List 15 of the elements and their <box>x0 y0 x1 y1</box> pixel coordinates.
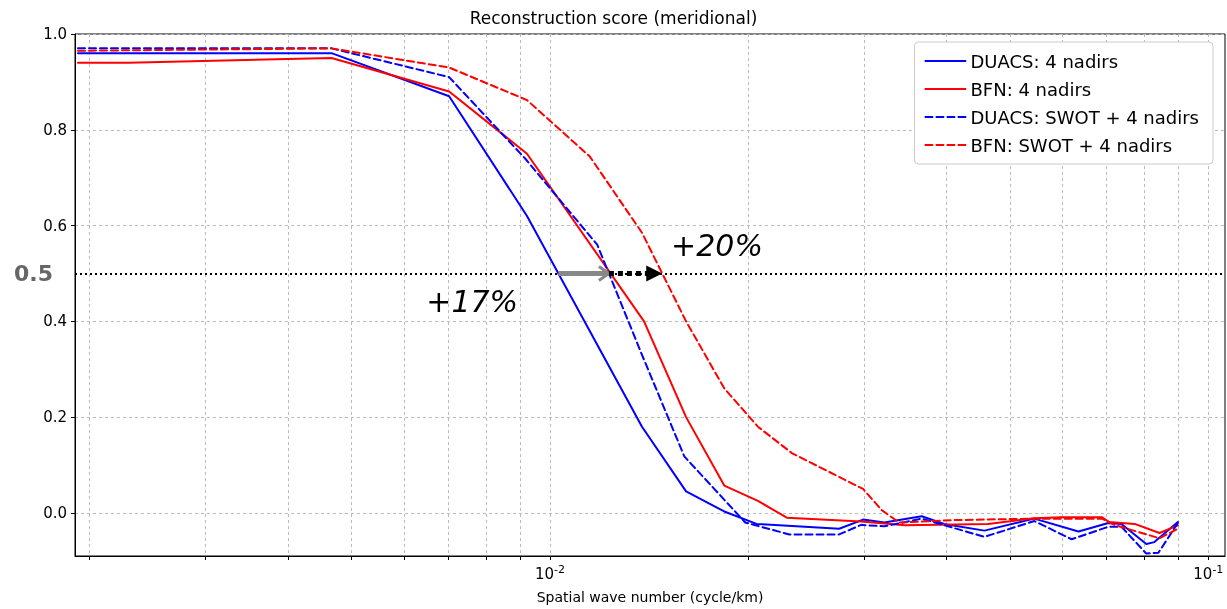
chart-title: Reconstruction score (meridional) <box>469 7 758 28</box>
legend-label: BFN: 4 nadirs <box>970 78 1092 100</box>
x-axis-title: Spatial wave number (cycle/km) <box>536 589 764 605</box>
y-tick-label: 0.0 <box>43 503 67 522</box>
y-tick-label: 0.2 <box>43 408 67 427</box>
legend-label: BFN: SWOT + 4 nadirs <box>970 134 1173 156</box>
y-tick-label: 0.6 <box>43 216 67 235</box>
annotation: +20% <box>671 227 763 263</box>
y-tick-label: 1.0 <box>43 25 67 43</box>
y-tick-label: 0.4 <box>43 312 67 331</box>
annotation: +17% <box>426 283 519 319</box>
y-tick-label: 0.8 <box>43 120 67 139</box>
legend-label: DUACS: SWOT + 4 nadirs <box>970 106 1199 128</box>
legend-label: DUACS: 4 nadirs <box>970 50 1119 72</box>
ref-line-label: 0.5 <box>14 260 53 286</box>
